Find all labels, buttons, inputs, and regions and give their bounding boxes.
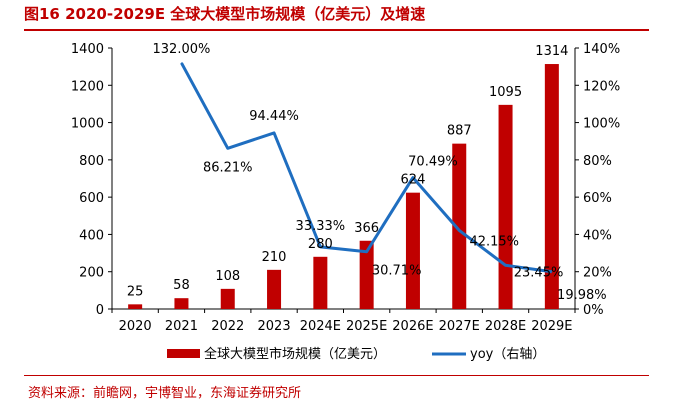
- y-left-tick-label: 200: [79, 266, 104, 281]
- bar: [452, 143, 467, 309]
- bar: [544, 64, 559, 309]
- y-right-tick-label: 100%: [583, 117, 620, 132]
- legend-bar-label: 全球大模型市场规模（亿美元）: [204, 346, 386, 362]
- legend-bar-swatch: [167, 349, 200, 358]
- yoy-value-label: 132.00%: [153, 42, 211, 57]
- yoy-value-label: 23.45%: [514, 265, 564, 280]
- y-right-tick-label: 140%: [583, 42, 620, 57]
- y-left-tick-label: 0: [96, 303, 104, 318]
- yoy-point: [366, 251, 368, 253]
- yoy-point: [273, 132, 275, 134]
- legend: 全球大模型市场规模（亿美元） yoy（右轴）: [167, 346, 545, 362]
- yoy-value-label: 86.21%: [203, 160, 253, 175]
- bar-value-label: 887: [447, 124, 472, 139]
- y-right-tick-label: 40%: [583, 228, 612, 243]
- bar: [128, 304, 143, 309]
- bar-value-label: 1314: [535, 44, 568, 59]
- x-tick-label: 2028E: [485, 319, 526, 334]
- yoy-value-label: 30.71%: [372, 264, 422, 279]
- y-left-tick-label: 800: [79, 154, 104, 169]
- yoy-value-label: 42.15%: [469, 234, 519, 249]
- bar-value-label: 1095: [489, 85, 522, 100]
- y-right-tick-label: 80%: [583, 154, 612, 169]
- bar: [313, 256, 328, 309]
- bar: [405, 192, 420, 309]
- bar: [174, 298, 189, 309]
- x-tick-label: 2020: [119, 319, 152, 334]
- yoy-point: [412, 177, 414, 179]
- source-note: 资料来源：前瞻网，宇博智业，东海证券研究所: [28, 386, 302, 401]
- bar-value-label: 25: [127, 284, 144, 299]
- bar-value-label: 58: [173, 278, 190, 293]
- x-tick-label: 2021: [165, 319, 198, 334]
- data-labels: 25 58 108 210 280 366 624 887 1095 1314 132.00% 86.…: [127, 42, 607, 303]
- y-left-tick-label: 400: [79, 228, 104, 243]
- y-right-tick-label: 20%: [583, 266, 612, 281]
- yoy-value-label: 19.98%: [557, 288, 607, 303]
- bar-value-label: 210: [262, 250, 287, 265]
- yoy-value-label: 70.49%: [408, 155, 458, 170]
- yoy-point: [180, 62, 182, 64]
- x-tick-label: 2029E: [531, 319, 572, 334]
- yoy-point: [319, 246, 321, 248]
- x-tick-label: 2027E: [439, 319, 480, 334]
- y-right-tick-label: 120%: [583, 79, 620, 94]
- figure-title: 图16 2020-2029E 全球大模型市场规模（亿美元）及增速: [24, 5, 426, 23]
- bar: [220, 288, 235, 309]
- yoy-value-label: 33.33%: [296, 219, 346, 234]
- bar: [498, 104, 513, 309]
- bar-value-label: 624: [401, 173, 426, 188]
- bar-value-label: 366: [354, 221, 379, 236]
- yoy-point: [227, 147, 229, 149]
- yoy-point: [505, 264, 507, 266]
- yoy-point: [458, 229, 460, 231]
- legend-line-label: yoy（右轴）: [470, 347, 545, 362]
- axes: 0 200 400 600 800 1000 1200 1400 0% 20% 40% 60% 80% 1…: [71, 42, 620, 334]
- bottom-rule: [24, 375, 649, 376]
- bar: [359, 240, 374, 309]
- bar: [267, 269, 282, 309]
- x-tick-label: 2023: [258, 319, 291, 334]
- title-rule: [24, 29, 649, 31]
- bar-value-label: 280: [308, 237, 333, 252]
- y-left-tick-label: 1000: [71, 117, 104, 132]
- y-right-tick-label: 60%: [583, 191, 612, 206]
- y-left-tick-label: 600: [79, 191, 104, 206]
- x-tick-label: 2025E: [346, 319, 387, 334]
- x-tick-label: 2026E: [392, 319, 433, 334]
- y-right-tick-label: 0%: [583, 303, 604, 318]
- yoy-value-label: 94.44%: [249, 109, 299, 124]
- bar-value-label: 108: [215, 269, 240, 284]
- bars: [128, 64, 559, 309]
- y-left-tick-label: 1400: [71, 42, 104, 57]
- yoy-line: [180, 62, 553, 274]
- yoy-point: [551, 271, 553, 273]
- y-left-tick-label: 1200: [71, 79, 104, 94]
- x-tick-label: 2024E: [300, 319, 341, 334]
- x-tick-label: 2022: [211, 319, 244, 334]
